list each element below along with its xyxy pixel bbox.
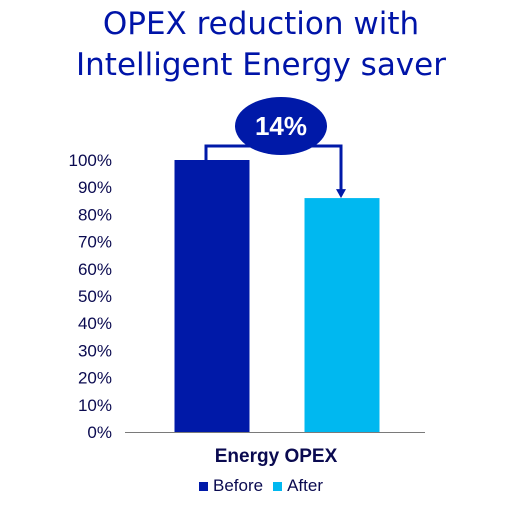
bar-before <box>174 160 250 432</box>
annotation-bubble <box>235 97 327 155</box>
y-tick-label: 80% <box>78 205 112 224</box>
legend-label-before: Before <box>213 476 264 495</box>
y-tick-label: 60% <box>78 260 112 279</box>
legend-item-before: Before <box>199 476 263 496</box>
y-tick-label: 40% <box>78 314 112 333</box>
legend-swatch-before <box>199 481 208 491</box>
legend: Before After <box>0 476 522 496</box>
chart-title-line-2: Intelligent Energy saver <box>76 47 446 83</box>
legend-label-after: After <box>287 476 323 495</box>
legend-item-after: After <box>273 476 323 496</box>
x-category-label: Energy OPEX <box>215 446 338 467</box>
chart-title-line-1: OPEX reduction with <box>102 6 420 42</box>
y-tick-label: 10% <box>78 396 112 415</box>
y-tick-label: 70% <box>78 233 112 252</box>
annotation-arrowhead <box>336 189 346 199</box>
y-tick-label: 30% <box>78 341 112 360</box>
bar-after <box>304 198 380 432</box>
y-tick-label: 0% <box>87 423 112 442</box>
y-tick-label: 20% <box>78 369 112 388</box>
y-tick-label: 50% <box>78 287 112 306</box>
y-tick-label: 100% <box>69 151 112 170</box>
legend-swatch-after <box>273 481 283 491</box>
annotation-label: 14% <box>255 111 307 141</box>
y-tick-label: 90% <box>78 178 112 197</box>
